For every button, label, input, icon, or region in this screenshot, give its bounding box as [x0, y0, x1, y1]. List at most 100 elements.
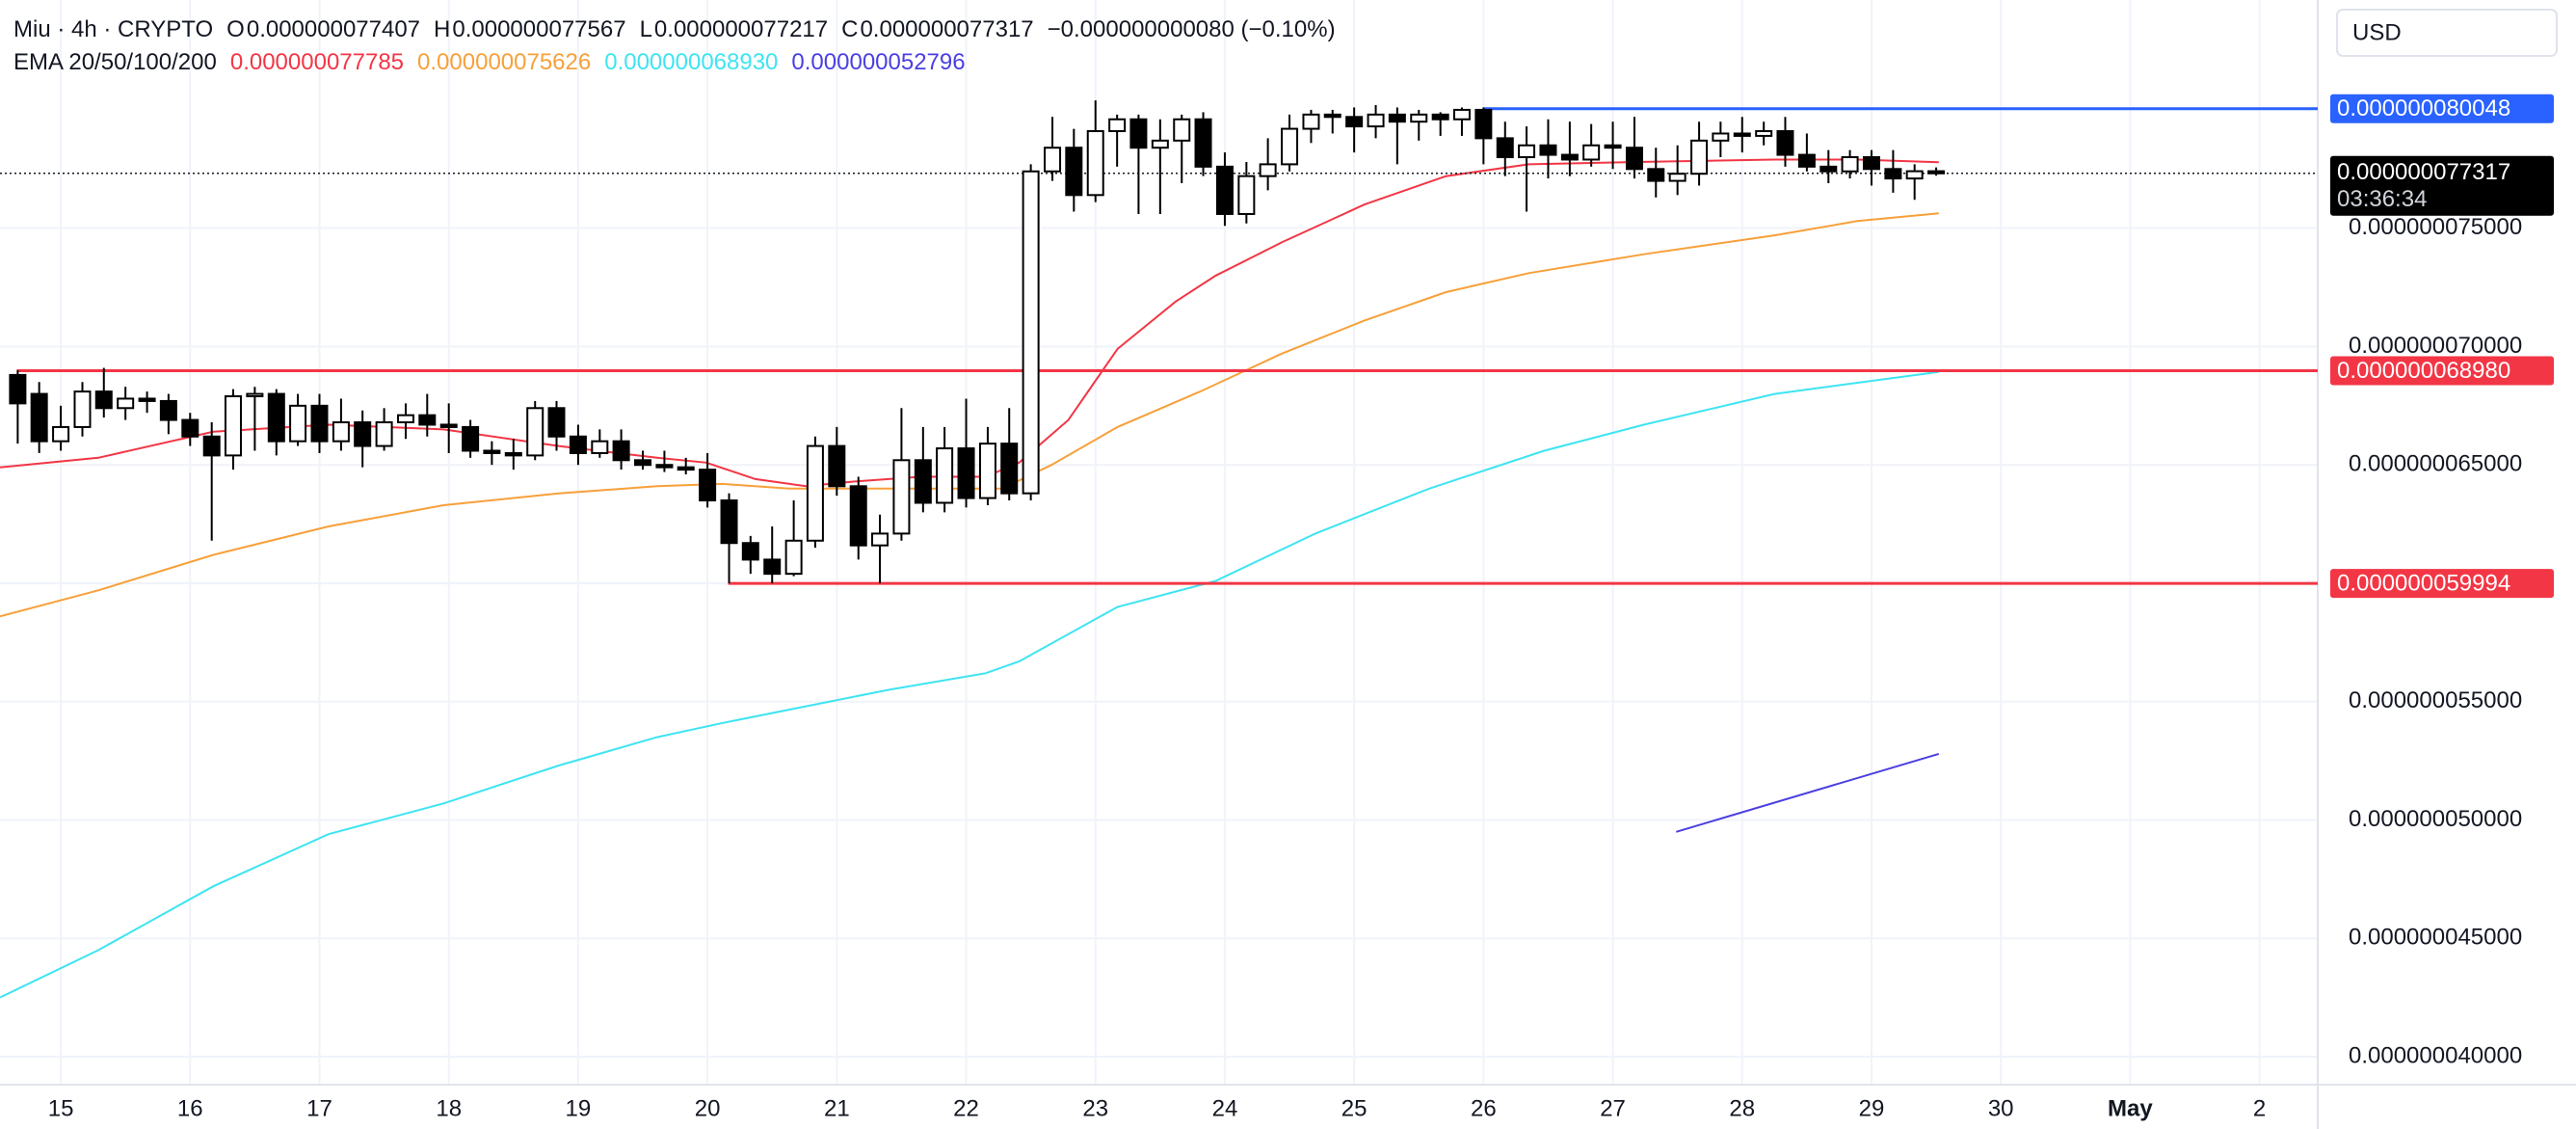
ohlc-key: C [841, 16, 859, 42]
candle-body [1841, 156, 1859, 173]
candle-body [418, 414, 437, 426]
candle-body [1044, 147, 1062, 173]
candle-body [1496, 137, 1514, 159]
candle-body [1862, 156, 1880, 171]
candle-body [1647, 168, 1665, 182]
currency-label: USD [2352, 19, 2402, 45]
ema-line [1676, 752, 1940, 833]
ohlc-value: 0.000000077407 [246, 16, 421, 42]
candle-body [763, 558, 782, 576]
candle-body [354, 421, 372, 447]
price-tag-label: 0.000000068980 [2337, 358, 2510, 384]
candle-body [914, 459, 932, 504]
candle-body [741, 542, 759, 561]
candle-body [267, 392, 285, 443]
x-tick-label: 24 [1212, 1095, 1238, 1121]
candle-body [720, 499, 738, 545]
candle-body [224, 395, 242, 457]
candle-body [569, 435, 587, 454]
x-tick-label: May [2108, 1095, 2153, 1121]
candle-body [1129, 118, 1148, 149]
x-tick-label: 30 [1988, 1095, 2014, 1121]
ohlc-key: O [226, 16, 245, 42]
candle-body [1259, 163, 1277, 177]
price-tag-label: 0.000000059994 [2337, 570, 2510, 596]
candle-body [375, 421, 393, 447]
candle-body [117, 397, 135, 410]
price-tag [2330, 569, 2554, 599]
candle-body [1323, 113, 1341, 119]
candle-body [1927, 170, 1946, 175]
x-tick-label: 20 [695, 1095, 721, 1121]
candle-body [246, 392, 264, 398]
price-tag [2330, 356, 2554, 386]
candle-body [1539, 144, 1557, 156]
symbol[interactable]: Miu · 4h · CRYPTO [13, 16, 214, 42]
x-tick-label: 15 [48, 1095, 74, 1121]
y-tick-label: 0.000000045000 [2349, 925, 2522, 951]
ohlc-key: H [434, 16, 451, 42]
candle-body [462, 425, 480, 452]
ohlc-row: Miu · 4h · CRYPTO O0.000000077407 H0.00000… [13, 13, 1349, 46]
candle-body [871, 532, 890, 547]
candle-body [1560, 153, 1579, 161]
y-tick-label: 0.000000055000 [2349, 687, 2522, 713]
candle-body [483, 449, 501, 454]
candle-body [784, 539, 803, 576]
candle-body [1797, 153, 1816, 168]
candle-body [1755, 130, 1773, 137]
candle-body [332, 421, 350, 443]
last-price-label: 0.000000077317 [2337, 159, 2510, 185]
candle-body [828, 444, 846, 488]
x-tick-label: 21 [824, 1095, 850, 1121]
x-tick-label: 17 [306, 1095, 332, 1121]
price-tag [2330, 94, 2554, 123]
x-tick-label: 19 [566, 1095, 592, 1121]
legend: Miu · 4h · CRYPTO O0.000000077407 H0.00000… [13, 13, 1349, 79]
ohlc-value: 0.000000077567 [452, 16, 626, 42]
y-tick-label: 0.000000075000 [2349, 214, 2522, 240]
candle-body [591, 440, 609, 454]
candle-body [655, 464, 674, 469]
candle-body [504, 451, 522, 457]
candle-body [849, 485, 867, 547]
candle-body [1065, 147, 1083, 197]
x-tick-label: 23 [1082, 1095, 1108, 1121]
ohlc-value: 0.000000077217 [653, 16, 829, 42]
candle-body [1302, 113, 1320, 130]
last-price-tag [2330, 155, 2554, 216]
indicator-row: EMA 20/50/100/200 0.000000077785 0.0000000… [13, 46, 1349, 79]
candle-body [310, 404, 329, 443]
candle-body [1151, 139, 1169, 149]
currency-box[interactable] [2336, 9, 2558, 57]
ema-value: 0.000000077785 [229, 49, 405, 75]
candle-body [439, 423, 458, 428]
candle-body [978, 443, 996, 499]
candle-body [1905, 170, 1924, 180]
price-tag-label: 0.000000080048 [2337, 95, 2510, 121]
candle-body [1000, 443, 1019, 495]
x-tick-label: 16 [177, 1095, 203, 1121]
x-tick-label: 28 [1729, 1095, 1755, 1121]
candle-body [1345, 116, 1364, 128]
x-tick-label: 2 [2253, 1095, 2266, 1121]
candle-body [1086, 130, 1104, 197]
candle-body [1388, 113, 1406, 123]
candle-body [1819, 165, 1838, 173]
x-tick-label: 25 [1341, 1095, 1368, 1121]
candle-body [1108, 118, 1127, 133]
candle-body [1776, 130, 1794, 156]
candle-body [289, 404, 307, 443]
candle-body [1690, 139, 1709, 175]
candle-body [1604, 144, 1622, 149]
indicator-label[interactable]: EMA 20/50/100/200 [13, 49, 217, 75]
candle-body [1733, 132, 1751, 137]
ema-line [0, 370, 1939, 999]
candle-body [1452, 108, 1471, 121]
x-tick-label: 18 [436, 1095, 462, 1121]
candle-body [1431, 113, 1449, 121]
candle-body [806, 444, 824, 542]
candle-body [1518, 144, 1536, 159]
